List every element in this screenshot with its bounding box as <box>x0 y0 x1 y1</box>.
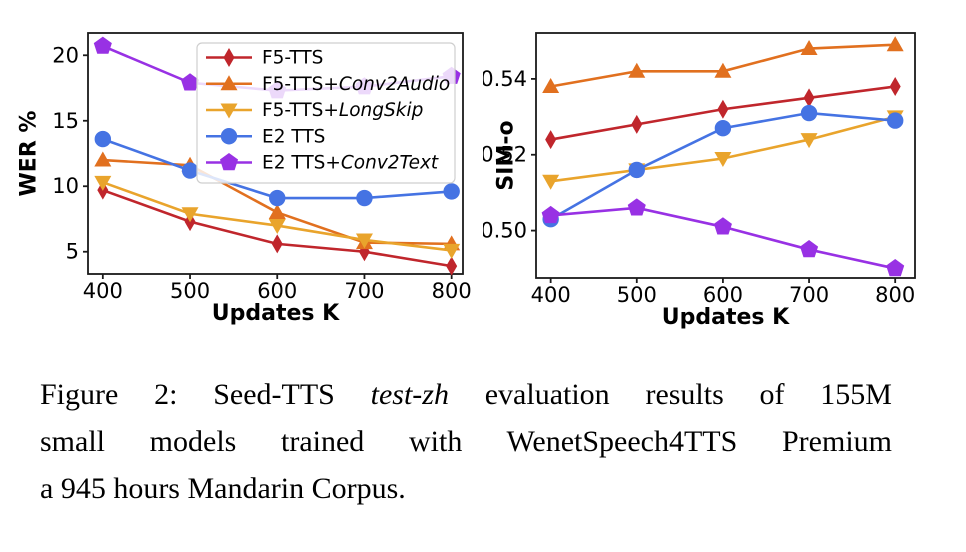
circle-marker <box>181 162 199 179</box>
legend-frame <box>196 42 456 184</box>
pentagon-marker <box>93 36 112 54</box>
legend-item-F5-TTS: F5-TTS <box>206 47 323 68</box>
x-tick-label: 700 <box>789 283 829 307</box>
y-tick-label: 15 <box>52 109 79 133</box>
circle-marker <box>94 130 112 148</box>
caption-line-1: Figure 2: Seed-TTS test-zh evaluation re… <box>40 371 892 418</box>
legend-label: E2 TTS <box>262 126 325 147</box>
legend-item-F5-TTS+LongSkip: F5-TTS+LongSkip <box>206 100 423 121</box>
pentagon-marker <box>181 73 200 91</box>
series-F5-TTS+LongSkip <box>94 175 461 259</box>
y-tick-label: 10 <box>52 174 79 198</box>
y-axis: 0.50 0.52 0.54 SIM-o <box>483 67 536 243</box>
x-tick-label: 400 <box>83 279 123 303</box>
caption-text: small models trained with WenetSpeech4TT… <box>40 425 892 458</box>
triangle-up-marker <box>542 77 560 93</box>
diamond-marker <box>889 76 901 96</box>
triangle-up-marker <box>714 62 732 78</box>
triangle-up-marker <box>628 62 646 78</box>
series-E2 TTS+Conv2Text <box>541 198 905 277</box>
x-axis-label: Updates K <box>662 305 790 330</box>
triangle-up-marker <box>886 36 904 52</box>
circle-marker <box>356 189 373 207</box>
wer-chart: 400 500 600 700 800 Updates K 5 10 15 20 WER % F5-T… <box>17 32 472 326</box>
figure-caption: Figure 2: Seed-TTS test-zh evaluation re… <box>40 371 892 512</box>
legend-label: E2 TTS+Conv2Text <box>262 152 439 173</box>
series-F5-TTS+Conv2Audio <box>542 36 904 93</box>
pentagon-marker <box>886 259 905 277</box>
diamond-marker <box>271 234 283 254</box>
y-tick-label: 0.54 <box>483 67 527 91</box>
caption-text: Figure 2: Seed-TTS <box>40 378 371 411</box>
pentagon-marker <box>713 217 732 235</box>
circle-marker <box>886 112 904 129</box>
legend-label: F5-TTS+Conv2Audio <box>262 73 450 94</box>
diamond-marker <box>545 130 557 150</box>
triangle-down-marker <box>94 175 112 191</box>
triangle-down-marker <box>268 219 286 235</box>
x-axis: 400 500 600 700 800 Updates K <box>83 274 472 326</box>
y-tick-label: 0.50 <box>483 219 527 243</box>
pentagon-marker <box>219 153 239 171</box>
triangle-down-marker <box>443 243 461 259</box>
triangle-down-marker <box>355 233 373 249</box>
circle-marker <box>443 183 460 200</box>
y-tick-label: 5 <box>66 240 79 264</box>
series-F5-TTS <box>545 76 901 150</box>
x-tick-label: 500 <box>617 283 657 307</box>
triangle-down-marker <box>714 152 732 168</box>
pentagon-marker <box>627 198 646 216</box>
x-tick-label: 600 <box>257 279 297 303</box>
x-tick-label: 700 <box>344 279 384 303</box>
circle-marker <box>628 161 645 179</box>
triangle-down-marker <box>800 133 818 149</box>
pentagon-marker <box>541 205 560 224</box>
legend-item-F5-TTS+Conv2Audio: F5-TTS+Conv2Audio <box>206 73 450 94</box>
y-tick-label: 0.52 <box>483 143 527 167</box>
legend-label: F5-TTS+LongSkip <box>262 100 423 121</box>
triangle-up-marker <box>800 40 818 56</box>
y-axis: 5 10 15 20 WER % <box>17 43 88 264</box>
caption-text: a 945 hours Mandarin Corpus. <box>40 472 406 505</box>
x-tick-label: 400 <box>531 283 571 307</box>
legend-box: F5-TTS F5-TTS+Conv2Audio F5-TTS+LongSkip E2… <box>196 42 456 184</box>
x-tick-label: 600 <box>703 283 743 307</box>
triangle-down-marker <box>181 207 199 223</box>
series-line <box>550 206 896 270</box>
triangle-up-marker <box>94 151 112 167</box>
y-axis-label: SIM-o <box>494 120 519 190</box>
caption-line-3: a 945 hours Mandarin Corpus. <box>40 465 892 512</box>
x-axis-label: Updates K <box>212 301 340 326</box>
caption-text: evaluation results of 155M <box>448 378 892 411</box>
plot-border <box>87 32 464 275</box>
y-axis-label: WER % <box>17 111 42 197</box>
x-tick-label: 800 <box>432 279 472 303</box>
x-tick-label: 500 <box>170 279 210 303</box>
x-tick-label: 800 <box>875 283 915 307</box>
triangle-up-marker <box>268 203 286 219</box>
y-tick-label: 20 <box>52 43 79 67</box>
circle-marker <box>269 189 286 207</box>
triangle-down-marker <box>220 103 238 119</box>
triangle-up-marker <box>220 75 238 91</box>
circle-marker <box>220 128 238 145</box>
x-axis: 400 500 600 700 800 Updates K <box>531 278 915 330</box>
diamond-marker <box>446 256 458 276</box>
simo-chart: 400 500 600 700 800 Updates K 0.50 0.52 0.54 SIM-… <box>483 32 916 330</box>
diamond-marker <box>631 114 643 134</box>
caption-italic-term: test-zh <box>370 378 449 411</box>
caption-line-2: small models trained with WenetSpeech4TT… <box>40 418 892 465</box>
series-E2 TTS <box>94 130 460 207</box>
circle-marker <box>714 119 732 137</box>
triangle-down-marker <box>542 174 560 190</box>
diamond-marker <box>717 99 729 119</box>
legend-label: F5-TTS <box>262 47 323 68</box>
pentagon-marker <box>800 240 819 258</box>
legend-item-E2 TTS+Conv2Text: E2 TTS+Conv2Text <box>206 152 439 173</box>
diamond-marker <box>803 88 815 108</box>
diamond-marker <box>223 48 235 67</box>
legend-item-E2 TTS: E2 TTS <box>206 126 325 147</box>
circle-marker <box>800 104 818 122</box>
